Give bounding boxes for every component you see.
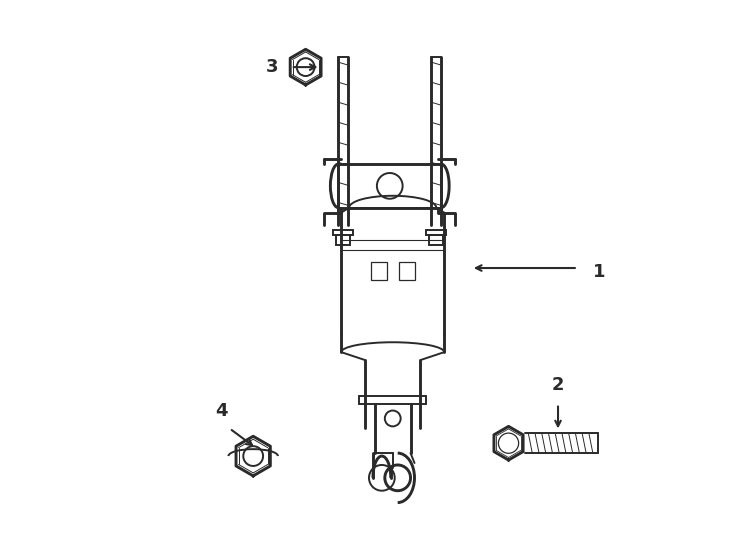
Bar: [426, 231, 446, 235]
Bar: [399, 262, 415, 280]
Text: 2: 2: [552, 376, 564, 394]
Bar: [371, 262, 387, 280]
Text: 1: 1: [592, 263, 605, 281]
Bar: [429, 235, 443, 245]
Text: 4: 4: [215, 402, 228, 421]
Bar: [333, 231, 353, 235]
Bar: [336, 235, 350, 245]
Bar: [338, 164, 441, 208]
Text: 3: 3: [266, 58, 278, 76]
